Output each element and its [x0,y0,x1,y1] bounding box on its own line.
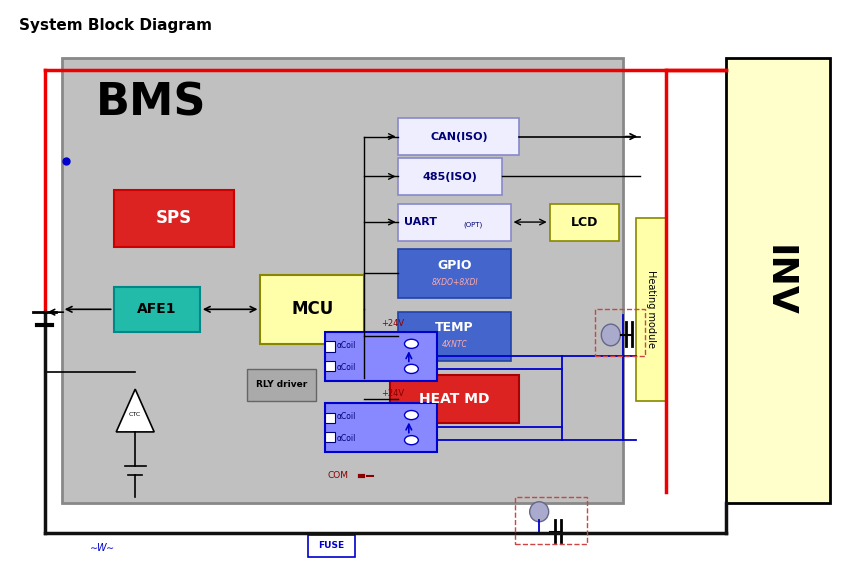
Circle shape [404,339,418,348]
Text: αCoil: αCoil [336,363,356,371]
Circle shape [404,435,418,445]
Text: UART: UART [404,217,436,227]
FancyBboxPatch shape [113,286,200,332]
FancyBboxPatch shape [398,158,502,195]
FancyBboxPatch shape [398,204,511,241]
Text: αCoil: αCoil [336,341,356,350]
Text: GPIO: GPIO [437,258,472,272]
Text: BMS: BMS [96,81,207,124]
Text: (OPT): (OPT) [463,222,482,229]
Text: TEMP: TEMP [436,321,474,334]
Circle shape [404,364,418,374]
FancyBboxPatch shape [325,413,335,423]
FancyBboxPatch shape [325,403,437,452]
Text: 4XNTC: 4XNTC [442,340,468,350]
Circle shape [404,410,418,419]
Text: αCoil: αCoil [336,413,356,422]
FancyBboxPatch shape [325,360,335,371]
Text: αCoil: αCoil [336,434,356,443]
FancyBboxPatch shape [727,58,830,503]
Text: 485(ISO): 485(ISO) [423,172,478,182]
Text: HEAT MD: HEAT MD [419,392,490,406]
FancyBboxPatch shape [325,332,437,380]
Ellipse shape [530,502,549,522]
FancyBboxPatch shape [390,375,520,423]
Text: RLY driver: RLY driver [256,380,307,390]
Text: LCD: LCD [571,216,598,229]
Text: FUSE: FUSE [319,541,345,551]
FancyBboxPatch shape [325,342,335,351]
FancyBboxPatch shape [398,118,520,155]
Text: CTC: CTC [129,413,141,417]
Text: INV: INV [761,245,795,317]
Text: CAN(ISO): CAN(ISO) [430,132,488,142]
FancyBboxPatch shape [550,204,618,241]
Text: SPS: SPS [156,209,192,227]
Text: +24V: +24V [381,388,404,398]
FancyBboxPatch shape [398,249,511,298]
Ellipse shape [601,324,620,346]
Text: 8XDO+8XDI: 8XDO+8XDI [431,278,478,286]
FancyBboxPatch shape [636,218,666,401]
Text: Heating module: Heating module [646,270,656,348]
FancyBboxPatch shape [61,58,623,503]
Text: +24V: +24V [381,319,404,328]
Text: $\sim\!\!W\!\!\sim$: $\sim\!\!W\!\!\sim$ [87,541,113,553]
FancyBboxPatch shape [113,190,235,246]
Text: MCU: MCU [291,300,333,319]
Text: AFE1: AFE1 [137,303,177,316]
Polygon shape [116,389,154,432]
FancyBboxPatch shape [325,432,335,442]
FancyBboxPatch shape [398,312,511,360]
FancyBboxPatch shape [261,275,364,344]
Text: COM: COM [327,472,349,480]
FancyBboxPatch shape [307,535,355,558]
FancyBboxPatch shape [248,369,316,401]
Text: System Block Diagram: System Block Diagram [19,18,211,33]
